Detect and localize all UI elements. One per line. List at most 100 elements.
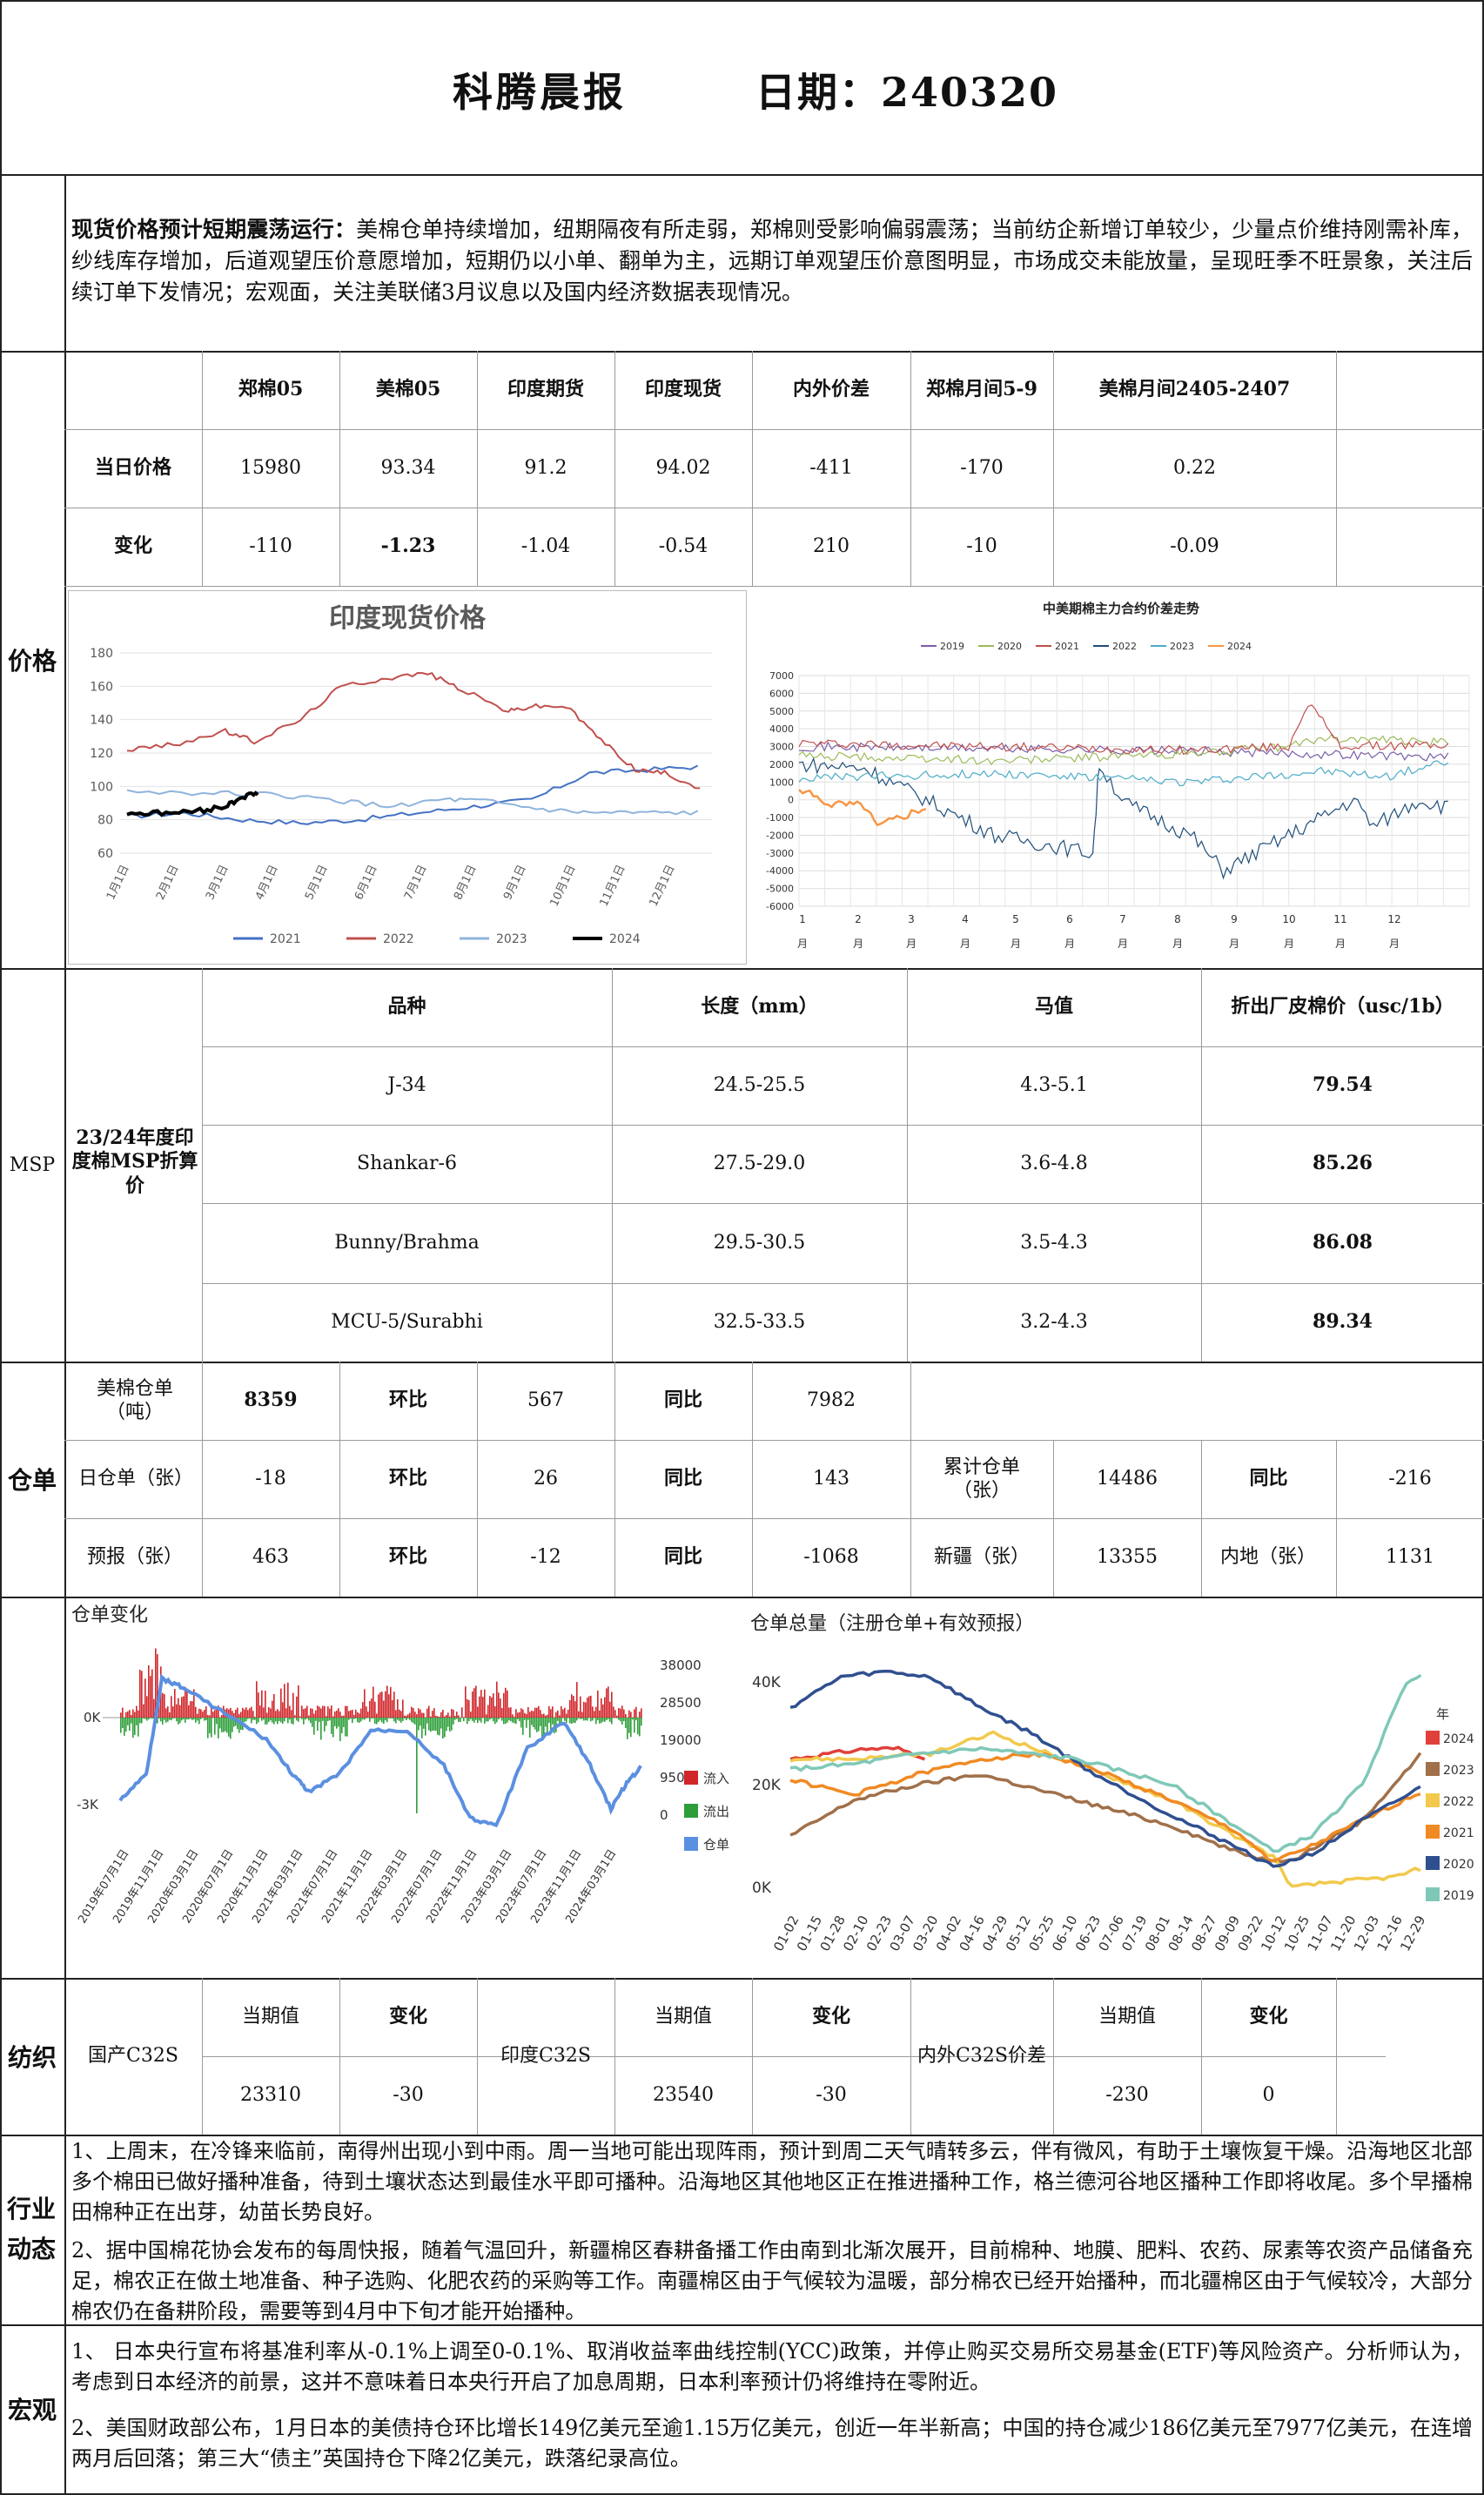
inflow-bar — [491, 1697, 493, 1718]
outflow-bar — [456, 1718, 458, 1719]
inflow-bar — [484, 1689, 486, 1718]
inflow-bar — [628, 1710, 630, 1718]
outflow-bar — [273, 1718, 275, 1725]
outflow-bar — [467, 1718, 468, 1725]
outflow-bar — [233, 1718, 235, 1727]
msp-side-label: 23/24年度印度棉MSP折算价 — [71, 1126, 198, 1197]
legend-label: 2024 — [609, 932, 641, 946]
x-tick-label: 1 — [799, 913, 806, 925]
series-line-2022 — [126, 671, 701, 790]
outflow-bar — [540, 1718, 541, 1726]
x-tick-unit: 月 — [1011, 938, 1021, 950]
inflow-bar — [230, 1707, 232, 1718]
inflow-bar — [562, 1709, 564, 1718]
outflow-bar — [628, 1718, 630, 1733]
col-header-zc05: 郑棉05 — [238, 378, 304, 401]
outflow-bar — [218, 1718, 219, 1738]
inflow-bar — [144, 1678, 146, 1718]
inflow-bar — [571, 1694, 573, 1718]
inflow-bar — [218, 1705, 219, 1718]
inflow-bar — [258, 1692, 259, 1718]
outflow-bar — [621, 1718, 623, 1725]
outflow-bar — [503, 1718, 505, 1725]
inflow-bar — [198, 1708, 200, 1718]
spread-chart-series — [798, 704, 1449, 880]
inflow-bar — [514, 1716, 515, 1718]
inflow-bar — [510, 1707, 512, 1718]
outflow-bar — [641, 1718, 642, 1726]
msp-col-price: 折出厂皮棉价（usc/1b） — [1231, 995, 1454, 1019]
outflow-bar — [256, 1718, 258, 1725]
inflow-bar — [306, 1705, 308, 1718]
outflow-bar — [348, 1718, 350, 1720]
total-chart-title: 仓单总量（注册仓单+有效预报） — [750, 1613, 1034, 1635]
outflow-bar — [505, 1718, 507, 1725]
inflow-bar — [185, 1686, 186, 1718]
inflow-bar — [433, 1708, 435, 1718]
yarn-cur-label: 当期值 — [654, 2006, 712, 2028]
forecast-label: 预报（张） — [86, 1546, 183, 1569]
inflow-bar — [498, 1692, 500, 1718]
outflow-bar — [345, 1718, 346, 1737]
inflow-bar — [261, 1690, 263, 1718]
outflow-bar — [395, 1718, 397, 1724]
series-line-2023 — [789, 1752, 1422, 1864]
inflow-bar — [146, 1696, 148, 1718]
left-tick-label: -3K — [77, 1797, 99, 1812]
inflow-bar — [613, 1706, 614, 1718]
legend-swatch — [1426, 1825, 1440, 1839]
outflow-bar — [439, 1718, 440, 1736]
outflow-bar — [181, 1718, 183, 1721]
grid-line — [1201, 1440, 1202, 1597]
outflow-bar — [136, 1718, 138, 1725]
outflow-bar — [574, 1718, 576, 1724]
inflow-bar — [191, 1701, 193, 1718]
outflow-bar — [228, 1718, 230, 1737]
outflow-bar — [186, 1718, 188, 1720]
legend-label: 2022 — [1112, 641, 1137, 652]
outflow-bar — [569, 1718, 571, 1724]
inflow-bar — [533, 1711, 534, 1718]
msp-col-variety: 品种 — [387, 995, 426, 1019]
outflow-bar — [426, 1718, 428, 1724]
inflow-bar — [590, 1695, 592, 1718]
msp-price: 85.26 — [1313, 1152, 1373, 1175]
legend-label: 2023 — [1170, 641, 1194, 652]
summary-body: 美棉仓单持续增加，纽期隔夜有所走弱，郑棉则受影响偏弱震荡；当前纺企新增订单较少，… — [71, 217, 1473, 305]
total-chart-legend: 年 2024 2023 2022 2021 2020 2019 — [1426, 1706, 1474, 1903]
legend-label: 2019 — [1443, 1889, 1474, 1903]
outflow-bar — [437, 1718, 439, 1735]
grid-line — [64, 1440, 1484, 1441]
outflow-bar — [608, 1718, 609, 1719]
inflow-bar — [550, 1709, 552, 1718]
inflow-bar — [420, 1709, 421, 1718]
y-tick-label: 100 — [90, 780, 113, 794]
msp-length: 32.5-33.5 — [713, 1311, 806, 1334]
inflow-bar — [555, 1712, 557, 1718]
inflow-bar — [188, 1705, 190, 1718]
y-tick-label: -1000 — [766, 812, 794, 824]
inflow-bar — [634, 1709, 635, 1718]
grid-line — [202, 968, 203, 1362]
inflow-bar — [172, 1706, 174, 1718]
inflow-bar — [599, 1710, 601, 1718]
y-tick-label: -2000 — [766, 830, 794, 841]
row-label-change: 变化 — [113, 535, 152, 558]
inflow-bar — [446, 1715, 447, 1718]
inflow-bar — [493, 1693, 494, 1718]
outflow-bar — [623, 1718, 625, 1722]
change-chart-x-ticks: 2019年07月1日2019年11月1日2020年03月1日2020年07月1日… — [76, 1847, 619, 1926]
total-chart-axes: 40K 20K 0K — [752, 1674, 782, 1897]
outflow-bar — [501, 1718, 503, 1721]
inflow-bar — [277, 1709, 279, 1718]
y-tick-label: 140 — [90, 714, 113, 728]
inflow-bar — [127, 1711, 129, 1718]
outflow-bar — [602, 1718, 604, 1722]
report-date: 日期：240320 — [755, 69, 1059, 116]
inflow-bar — [393, 1691, 395, 1718]
outflow-bar — [352, 1718, 353, 1724]
inflow-bar — [280, 1688, 282, 1718]
inflow-bar — [240, 1712, 242, 1718]
outflow-bar — [599, 1718, 601, 1724]
